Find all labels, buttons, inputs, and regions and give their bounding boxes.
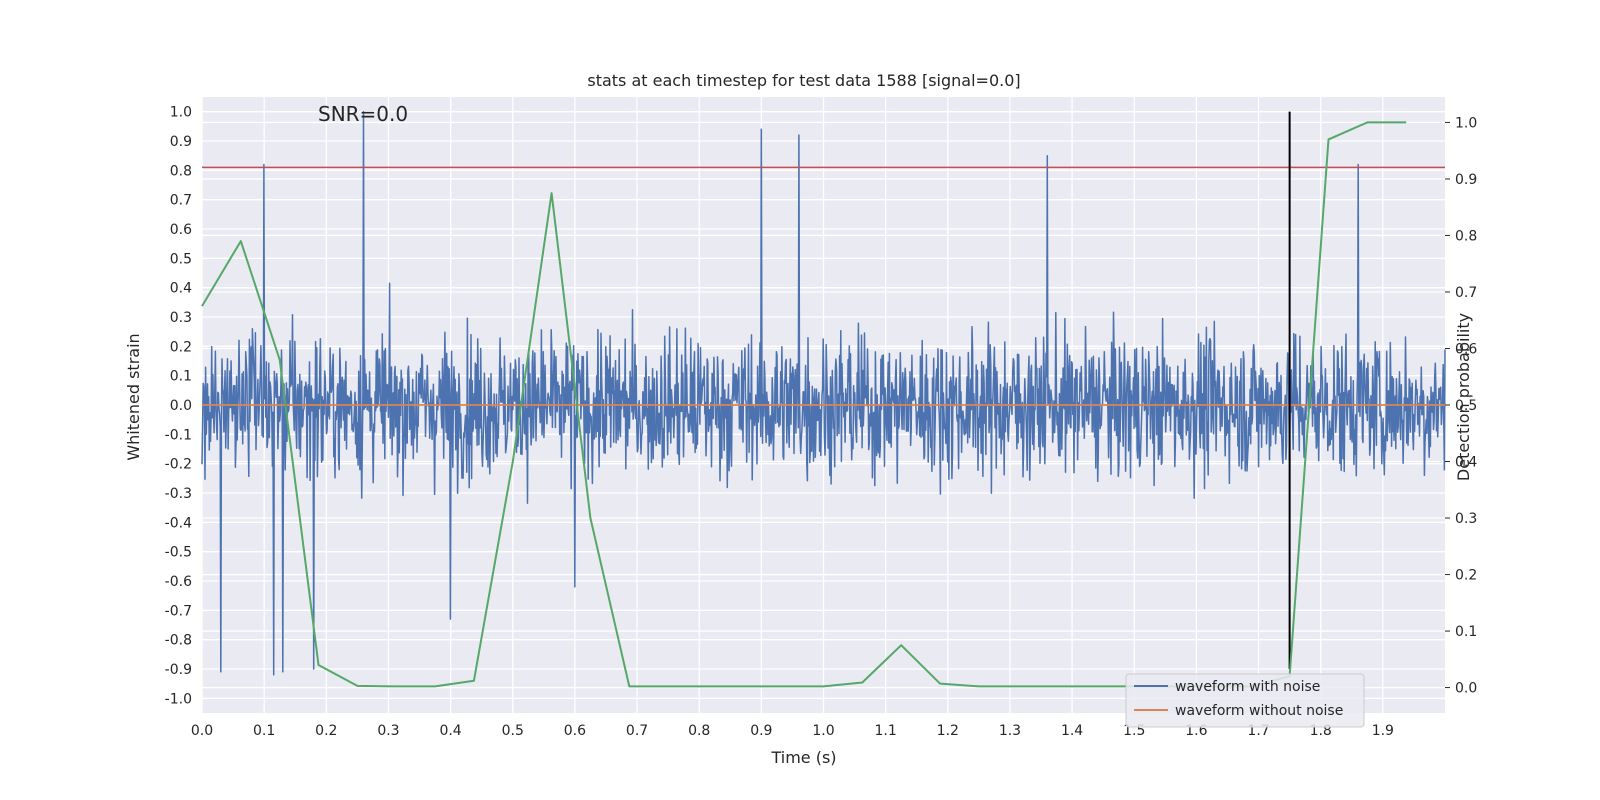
y2-tick-label: 0.2 bbox=[1455, 568, 1477, 584]
y-tick-label: 1.0 bbox=[170, 105, 192, 121]
legend-label-waveform-with-noise: waveform with noise bbox=[1175, 679, 1320, 695]
y-tick-labels: 1.0 0.9 0.8 0.7 0.6 0.5 0.4 0.3 0.2 0.1 0.0 -0.1 -0.… bbox=[165, 105, 192, 708]
y-tick-label: -0.6 bbox=[165, 574, 192, 590]
y-tick-label: 0.4 bbox=[170, 281, 192, 297]
y2-tick-label: 0.0 bbox=[1455, 681, 1477, 697]
y-tick-label: -0.3 bbox=[165, 486, 192, 502]
reference-lines bbox=[202, 111, 1445, 669]
x-tick-label: 0.0 bbox=[191, 723, 213, 739]
y-tick-label: -0.1 bbox=[165, 427, 192, 443]
y-axis-label: Whitened strain bbox=[124, 333, 143, 460]
y-tick-label: 0.6 bbox=[170, 222, 192, 238]
y-tick-label: -1.0 bbox=[165, 691, 192, 707]
y2-tick-labels: 1.0 0.9 0.8 0.7 0.6 0.5 0.4 0.3 0.2 0.1 0.0 bbox=[1445, 115, 1477, 697]
x-tick-label: 0.4 bbox=[439, 723, 461, 739]
snr-annotation: SNR=0.0 bbox=[318, 102, 408, 126]
y-tick-label: -0.4 bbox=[165, 515, 192, 531]
x-tick-label: 1.2 bbox=[937, 723, 959, 739]
x-tick-label: 0.1 bbox=[253, 723, 275, 739]
y2-tick-label: 0.9 bbox=[1455, 172, 1477, 188]
waveform-with-noise-line bbox=[201, 110, 1446, 676]
y2-tick-label: 0.4 bbox=[1455, 455, 1477, 471]
y2-tick-label: 0.6 bbox=[1455, 341, 1477, 357]
y-tick-label: 0.9 bbox=[170, 134, 192, 150]
x-tick-label: 1.3 bbox=[999, 723, 1021, 739]
y2-tick-label: 1.0 bbox=[1455, 115, 1477, 131]
y-tick-label: 0.0 bbox=[170, 398, 192, 414]
y-tick-label: -0.9 bbox=[165, 662, 192, 678]
x-tick-label: 1.0 bbox=[812, 723, 834, 739]
y2-tick-label: 0.8 bbox=[1455, 228, 1477, 244]
x-tick-label: 0.9 bbox=[750, 723, 772, 739]
x-tick-label: 0.6 bbox=[564, 723, 586, 739]
chart-title: stats at each timestep for test data 158… bbox=[587, 71, 1020, 90]
y-tick-label: 0.7 bbox=[170, 193, 192, 209]
y-tick-label: -0.7 bbox=[165, 603, 192, 619]
y-tick-label: -0.2 bbox=[165, 457, 192, 473]
legend-label-waveform-without-noise: waveform without noise bbox=[1175, 703, 1343, 719]
y-tick-label: 0.1 bbox=[170, 369, 192, 385]
x-axis-label: Time (s) bbox=[770, 748, 836, 767]
x-tick-label: 1.9 bbox=[1372, 723, 1394, 739]
y2-axis-label: Detection probability bbox=[1454, 313, 1473, 481]
y2-tick-label: 0.1 bbox=[1455, 624, 1477, 640]
x-tick-label: 0.2 bbox=[315, 723, 337, 739]
y-tick-label: 0.5 bbox=[170, 251, 192, 267]
y2-tick-label: 0.3 bbox=[1455, 511, 1477, 527]
y-tick-label: 0.8 bbox=[170, 163, 192, 179]
y2-tick-label: 0.5 bbox=[1455, 398, 1477, 414]
x-tick-label: 1.4 bbox=[1061, 723, 1083, 739]
x-tick-label: 1.1 bbox=[875, 723, 897, 739]
x-tick-label: 0.5 bbox=[502, 723, 524, 739]
y-tick-label: -0.8 bbox=[165, 633, 192, 649]
legend-box bbox=[1125, 673, 1365, 728]
y2-tick-label: 0.7 bbox=[1455, 285, 1477, 301]
legend: waveform with noise waveform without noi… bbox=[1125, 673, 1365, 728]
x-tick-label: 0.7 bbox=[626, 723, 648, 739]
series-waveform-with-noise bbox=[201, 110, 1446, 676]
y-tick-label: 0.2 bbox=[170, 339, 192, 355]
y-tick-label: -0.5 bbox=[165, 545, 192, 561]
x-tick-label: 0.3 bbox=[377, 723, 399, 739]
y-tick-label: 0.3 bbox=[170, 310, 192, 326]
x-tick-label: 0.8 bbox=[688, 723, 710, 739]
